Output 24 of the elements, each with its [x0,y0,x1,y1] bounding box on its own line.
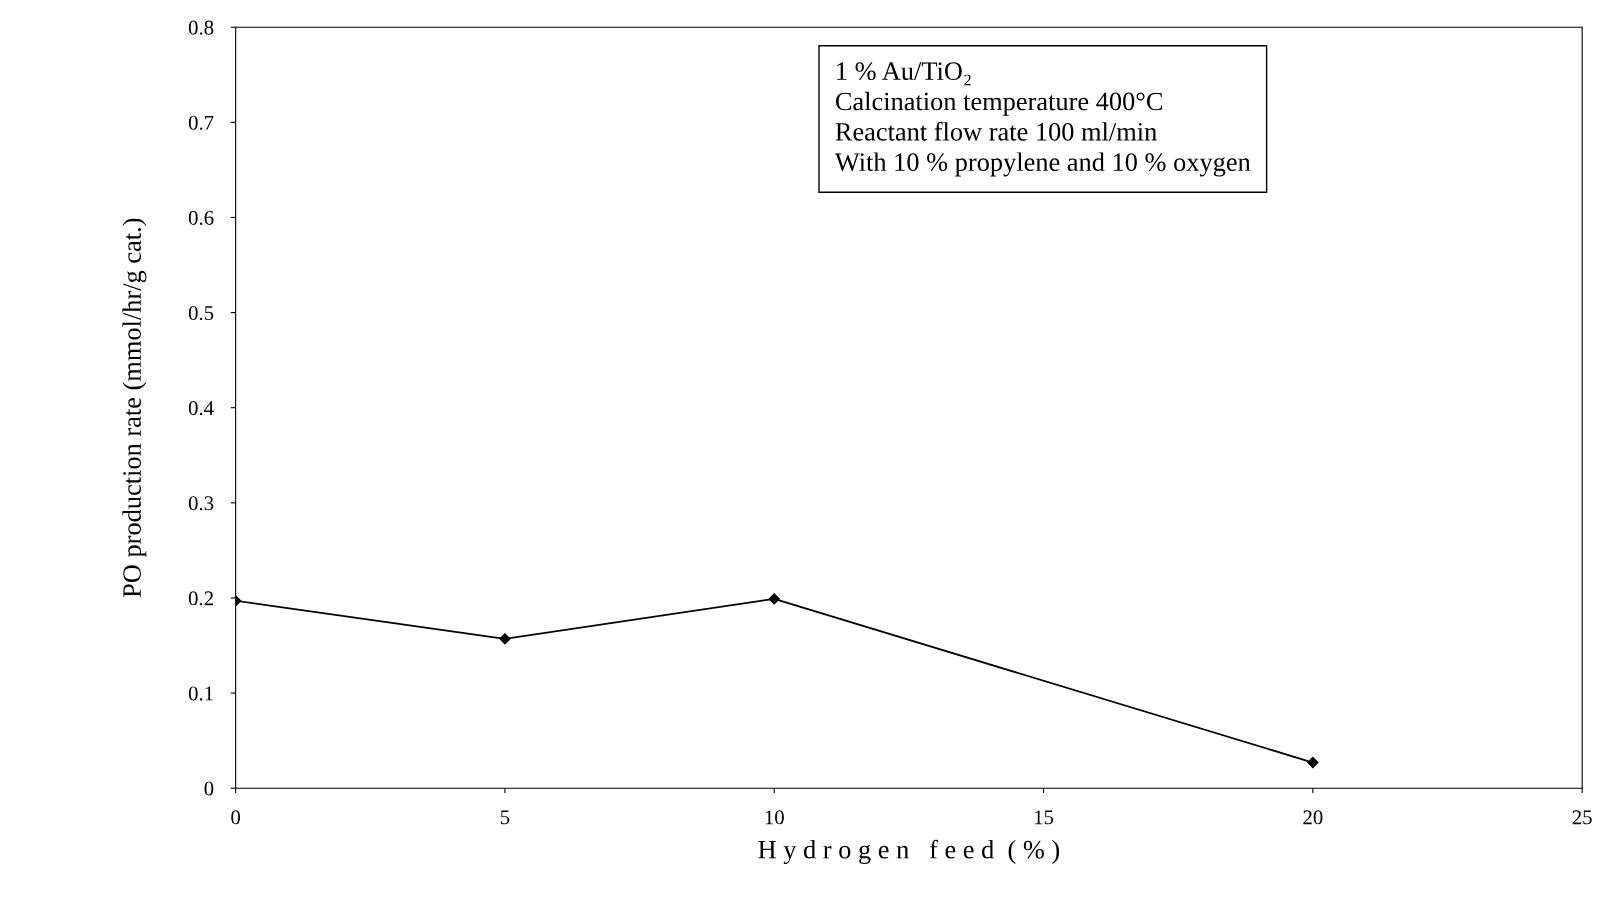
y-tick-label: 0.4 [188,401,214,416]
y-tick-label: 0.8 [188,20,214,35]
y-tick-label: 0.1 [188,686,213,701]
point [499,633,511,645]
x-tick-label: 0 [231,810,241,825]
point [768,593,780,605]
x-tick-label: 5 [500,810,510,825]
annotation: 1 % Au/TiO₂ [837,62,971,86]
y-tick-label: 0 [204,781,214,796]
y-axis-title: PO production rate (mmol/hr/g cat.) [122,218,147,598]
y-tick-label: 0.3 [188,496,214,511]
x-tick-label: 20 [1303,810,1323,825]
y-tick-label: 0.6 [188,210,214,225]
y-tick-label: 0.5 [188,305,214,321]
annotation: Reactant flow rate 100 ml/min [835,121,1157,141]
y-tick-label: 0.7 [188,115,214,130]
x-tick-label: 25 [1572,810,1592,825]
x-tick-label: 15 [1034,810,1054,825]
annotation: Calcination temperature 400°C [835,91,1162,116]
annotation: With 10 % propylene and 10 % oxygen [834,152,1251,177]
x-axis-title: H y d r o g e n f e e d ( % ) [758,839,1060,864]
x-tick-label: 10 [765,810,784,825]
y-tick-label: 0.2 [188,591,213,606]
point [1307,756,1319,769]
